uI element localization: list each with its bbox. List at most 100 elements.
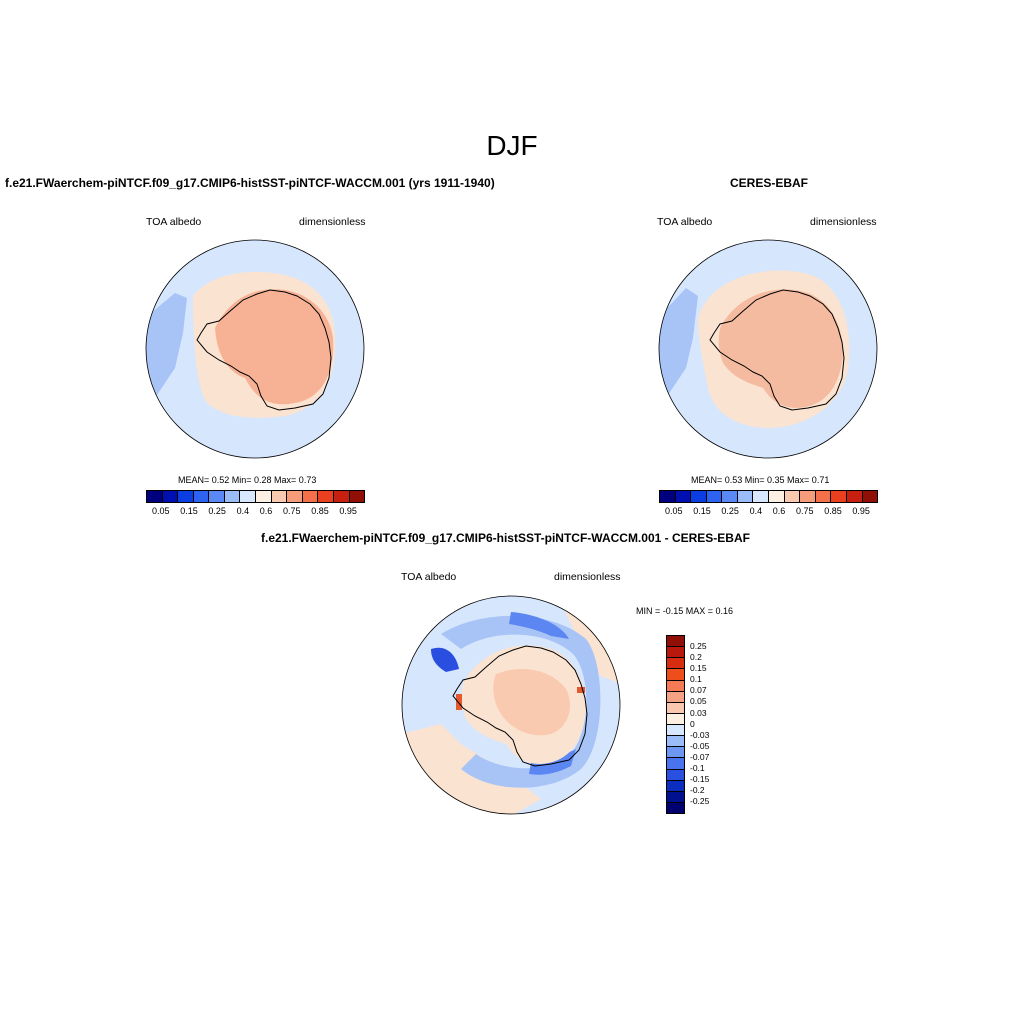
obs-polar-map xyxy=(658,239,878,459)
obs-colorbar-swatch xyxy=(862,491,878,502)
diff-variable-label: TOA albedo xyxy=(401,571,457,583)
model-colorbar-tick-label: 0.6 xyxy=(259,506,273,516)
obs-colorbar-swatch xyxy=(706,491,723,502)
obs-colorbar-swatch xyxy=(753,491,770,502)
diff-colorbar-tick-label: 0.25 xyxy=(690,641,707,651)
model-colorbar-swatch xyxy=(162,491,179,502)
model-colorbar-swatch xyxy=(147,491,163,502)
diff-colorbar-tick-label: 0.15 xyxy=(690,663,707,674)
model-colorbar-tick-label: 0.85 xyxy=(311,506,329,516)
model-colorbar-swatch xyxy=(287,491,303,502)
obs-colorbar-tick-label: 0.15 xyxy=(693,506,711,516)
diff-colorbar-swatch xyxy=(667,802,684,813)
obs-colorbar-swatch xyxy=(800,491,816,502)
diff-colorbar-tick-label: -0.15 xyxy=(690,774,710,785)
diff-colorbar-tick-label: 0 xyxy=(690,718,695,729)
model-colorbar-swatch xyxy=(209,491,225,502)
obs-panel-title: CERES-EBAF xyxy=(730,176,809,190)
obs-colorbar-swatch xyxy=(769,491,785,502)
model-colorbar-tick-label: 0.05 xyxy=(152,506,170,516)
obs-colorbar-tick-label: 0.75 xyxy=(795,506,814,516)
model-panel-title: f.e21.FWaerchem-piNTCF.f09_g17.CMIP6-his… xyxy=(5,176,495,190)
positive-diff-outer-field xyxy=(561,604,620,684)
model-colorbar-swatch xyxy=(333,491,350,502)
season-title: DJF xyxy=(486,130,538,161)
diff-colorbar-tick-label: 0.05 xyxy=(690,696,707,707)
negative-diff-core xyxy=(509,612,569,639)
diff-colorbar-swatch xyxy=(667,647,684,659)
model-variable-label: TOA albedo xyxy=(146,216,202,228)
coastline xyxy=(709,289,845,411)
diff-colorbar-tick-label: 0.2 xyxy=(690,652,702,663)
diff-colorbar-swatch xyxy=(667,758,684,770)
model-colorbar-tick-label: 0.4 xyxy=(236,506,250,516)
model-colorbar-swatch xyxy=(349,491,365,502)
positive-diff-spot xyxy=(577,687,585,693)
obs-colorbar-swatch xyxy=(675,491,692,502)
diff-colorbar-tick-label: -0.03 xyxy=(690,729,710,740)
diff-colorbar-tick-label: 0.1 xyxy=(690,674,702,685)
obs-units-label: dimensionless xyxy=(810,216,877,228)
obs-colorbar-swatch xyxy=(784,491,801,502)
model-colorbar-tick-label: 0.25 xyxy=(208,506,226,516)
model-units-label: dimensionless xyxy=(299,216,366,228)
obs-colorbar-tick-label: 0.6 xyxy=(772,506,786,516)
model-polar-map xyxy=(145,239,365,459)
diff-colorbar-tick-label: -0.07 xyxy=(690,751,710,762)
model-colorbar-ticks: 0.05 0.15 0.25 0.4 0.6 0.75 0.85 0.95 xyxy=(146,506,363,516)
diff-colorbar-swatch xyxy=(667,736,684,748)
model-colorbar-swatch xyxy=(178,491,194,502)
obs-colorbar-tick-label: 0.25 xyxy=(721,506,739,516)
obs-colorbar-swatch xyxy=(846,491,863,502)
positive-diff-core xyxy=(493,669,571,736)
obs-stats: MEAN= 0.53 Min= 0.35 Max= 0.71 xyxy=(691,475,830,485)
diff-colorbar-swatch xyxy=(667,747,684,759)
obs-colorbar-ticks: 0.05 0.15 0.25 0.4 0.6 0.75 0.85 0.95 xyxy=(659,506,876,516)
obs-colorbar-swatch xyxy=(831,491,847,502)
diff-polar-map xyxy=(401,595,621,815)
positive-diff-spot xyxy=(456,694,462,710)
diff-units-label: dimensionless xyxy=(554,571,621,583)
diff-colorbar-swatch xyxy=(667,713,684,725)
diff-colorbar-swatch xyxy=(667,636,684,648)
diff-stats: MIN = -0.15 MAX = 0.16 xyxy=(636,606,734,616)
diff-colorbar-swatch xyxy=(667,691,684,703)
model-colorbar-swatch xyxy=(318,491,334,502)
obs-colorbar-tick-label: 0.4 xyxy=(749,506,763,516)
model-colorbar-tick-label: 0.15 xyxy=(180,506,198,516)
diff-colorbar xyxy=(666,635,685,814)
model-stats: MEAN= 0.52 Min= 0.28 Max= 0.73 xyxy=(178,475,317,485)
negative-diff-ring xyxy=(441,615,601,788)
model-colorbar-swatch xyxy=(256,491,272,502)
model-colorbar-tick-label: 0.75 xyxy=(282,506,301,516)
diff-colorbar-swatch xyxy=(667,680,684,692)
obs-colorbar-swatch xyxy=(815,491,832,502)
model-colorbar-swatch xyxy=(224,491,241,502)
model-colorbar-swatch xyxy=(240,491,257,502)
coastline xyxy=(452,645,588,767)
model-colorbar-swatch xyxy=(271,491,288,502)
diff-colorbar-swatch xyxy=(667,791,684,803)
diff-colorbar-tick-label: -0.05 xyxy=(690,740,710,751)
diff-colorbar-tick-label: -0.25 xyxy=(690,796,710,807)
diff-colorbar-tick-label: -0.1 xyxy=(690,763,705,774)
coastline xyxy=(196,289,332,411)
obs-colorbar xyxy=(659,490,878,503)
continent-field xyxy=(215,289,334,405)
diff-colorbar-swatch xyxy=(667,725,684,737)
negative-diff-core xyxy=(431,647,459,672)
obs-colorbar-swatch xyxy=(660,491,676,502)
diff-colorbar-ticks: 0.25 0.2 0.15 0.1 0.07 0.05 0.03 0 -0.03 -0.05 -0.… xyxy=(690,641,709,807)
model-colorbar-tick-label: 0.95 xyxy=(339,506,357,516)
low-albedo-band xyxy=(659,288,698,406)
obs-colorbar-tick-label: 0.85 xyxy=(824,506,842,516)
diff-colorbar-tick-label: 0.03 xyxy=(690,707,707,718)
diff-colorbar-swatch xyxy=(667,780,684,792)
model-colorbar-swatch xyxy=(302,491,319,502)
diff-colorbar-tick-label: 0.07 xyxy=(690,685,707,696)
diff-colorbar-tick-label: -0.2 xyxy=(690,785,705,796)
model-colorbar-swatch xyxy=(193,491,210,502)
diff-colorbar-swatch xyxy=(667,658,684,670)
continent-field xyxy=(718,289,843,408)
diff-colorbar-swatch xyxy=(667,769,684,781)
